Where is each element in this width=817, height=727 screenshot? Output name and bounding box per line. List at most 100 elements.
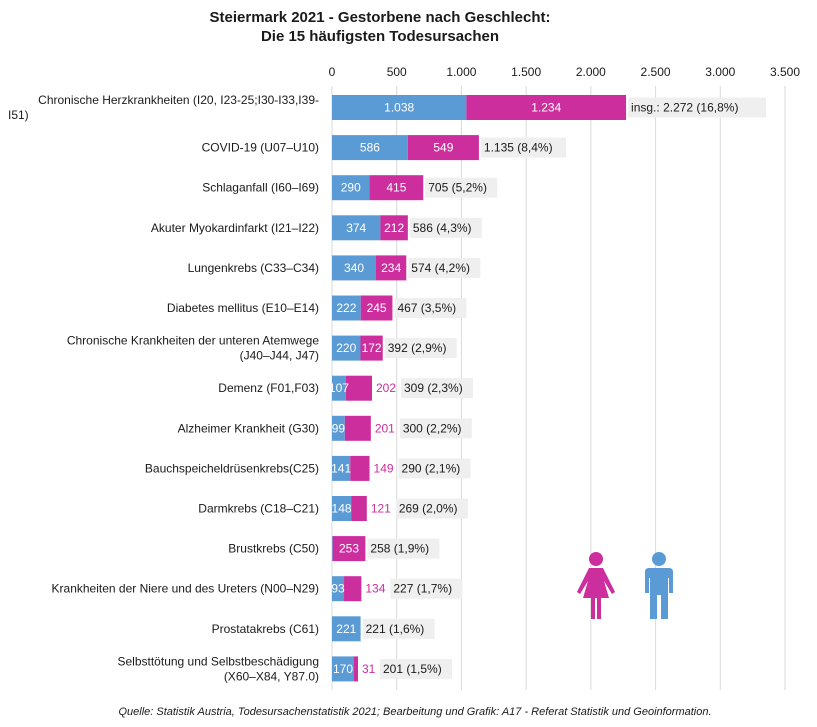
bar-female <box>351 496 367 521</box>
bar-male <box>332 536 333 562</box>
male-value-label: 586 <box>360 141 380 155</box>
bar-female <box>360 335 383 361</box>
female-value-label: 253 <box>339 542 359 556</box>
female-value-label: 245 <box>367 301 387 315</box>
bar-female <box>466 95 627 120</box>
bar-male <box>332 135 408 161</box>
female-value-label: 202 <box>376 381 396 395</box>
total-value-label: 201 (1,5%) <box>383 662 442 676</box>
total-label-box <box>400 378 473 399</box>
total-value-label: 258 (1,9%) <box>370 542 429 556</box>
category-label: (J40–J44, J47) <box>240 349 319 363</box>
female-value-label: 1.234 <box>531 101 561 115</box>
total-value-label: 1.135 (8,4%) <box>484 141 553 155</box>
male-value-label: 107 <box>329 381 349 395</box>
category-label: Chronische Krankheiten der unteren Atemw… <box>67 334 319 348</box>
bars-layer: 1.038 1.234 insg.: 2.272 (16,8%) 586 549 1.13… <box>329 95 767 682</box>
female-value-label: 31 <box>362 662 376 676</box>
male-value-label: 99 <box>332 421 346 435</box>
category-label: Brustkrebs (C50) <box>228 542 319 556</box>
bar-male <box>332 576 345 602</box>
male-value-label: 1.038 <box>384 101 414 115</box>
category-label: Krankheiten der Niere und des Ureters (N… <box>52 582 319 596</box>
category-label: Alzheimer Krankheit (G30) <box>178 421 319 435</box>
bar-male <box>332 375 346 401</box>
x-tick-label: 500 <box>387 65 407 79</box>
bar-female <box>376 255 407 281</box>
total-label-box <box>362 618 435 639</box>
total-value-label: 574 (4,2%) <box>411 261 470 275</box>
legend-icons <box>577 552 673 619</box>
bar-male <box>332 175 370 201</box>
bar-male <box>332 455 351 481</box>
bar-male <box>332 255 377 281</box>
total-label-box <box>390 578 463 599</box>
total-value-label: 392 (2,9%) <box>388 341 447 355</box>
x-tick-label: 1.000 <box>446 65 476 79</box>
total-label-box <box>628 97 767 118</box>
category-label: Lungenkrebs (C33–C34) <box>188 261 319 275</box>
total-value-label: 705 (5,2%) <box>428 181 487 195</box>
bar-female <box>350 455 370 481</box>
category-labels: Chronische Herzkrankheiten (I20, I23-25;… <box>8 93 319 683</box>
total-value-label: 269 (2,0%) <box>399 502 458 516</box>
category-label: Bauchspeicheldrüsenkrebs(C25) <box>145 461 319 475</box>
total-value-label: 467 (3,5%) <box>397 301 456 315</box>
female-value-label: 121 <box>371 502 391 516</box>
source-note: Quelle: Statistik Austria, Todesursachen… <box>118 706 712 718</box>
total-label-box <box>384 338 457 359</box>
total-label-box <box>367 538 440 559</box>
bar-male <box>332 415 345 441</box>
female-value-label: 172 <box>362 341 382 355</box>
total-label-box <box>408 257 481 278</box>
total-value-label: 227 (1,7%) <box>393 582 452 596</box>
bar-female <box>380 215 408 241</box>
category-label: Selbsttötung und Selbstbeschädigung <box>118 654 320 668</box>
category-label: Demenz (F01,F03) <box>218 381 319 395</box>
total-value-label: 586 (4,3%) <box>413 221 472 235</box>
bar-male <box>332 496 352 521</box>
female-value-label: 234 <box>381 261 401 275</box>
bar-female <box>344 576 362 602</box>
x-tick-label: 1.500 <box>511 65 541 79</box>
male-value-label: 170 <box>333 662 353 676</box>
x-tick-label: 2.000 <box>576 65 606 79</box>
category-label: Chronische Herzkrankheiten (I20, I23-25;… <box>38 93 319 107</box>
x-tick-label: 3.000 <box>705 65 735 79</box>
bar-male <box>332 656 355 682</box>
bar-male <box>332 295 361 321</box>
total-value-label: 300 (2,2%) <box>403 421 462 435</box>
bar-female <box>354 656 359 682</box>
total-label-box <box>425 177 498 198</box>
total-label-box <box>394 298 467 318</box>
category-label: COVID-19 (U07–U10) <box>202 141 319 155</box>
total-label-box <box>395 498 468 519</box>
x-tick-label: 3.500 <box>770 65 800 79</box>
bar-male <box>332 95 467 120</box>
female-value-label: 415 <box>386 181 406 195</box>
female-value-label: 134 <box>365 582 385 596</box>
bar-female <box>407 135 479 161</box>
total-value-label: insg.: 2.272 (16,8%) <box>631 101 738 115</box>
bar-female <box>332 536 366 562</box>
total-value-label: 221 (1,6%) <box>366 622 425 636</box>
total-label-box <box>399 418 472 439</box>
male-value-label: 340 <box>344 261 364 275</box>
bar-female <box>360 295 393 321</box>
male-figure-icon <box>645 552 673 619</box>
male-value-label: 221 <box>336 622 356 636</box>
male-value-label: 374 <box>346 221 366 235</box>
chart-subtitle: Die 15 häufigsten Todesursachen <box>260 28 500 45</box>
male-value-label: 222 <box>336 301 356 315</box>
category-label: Darmkrebs (C18–C21) <box>198 502 319 516</box>
bar-female <box>369 175 424 201</box>
total-value-label: 309 (2,3%) <box>404 381 463 395</box>
total-label-box <box>398 458 471 479</box>
category-label: Akuter Myokardinfarkt (I21–I22) <box>151 221 319 235</box>
chart-title: Steiermark 2021 - Gestorbene nach Geschl… <box>0 8 760 46</box>
male-value-label: 220 <box>336 341 356 355</box>
female-value-label: 212 <box>384 221 404 235</box>
bar-female <box>344 415 371 441</box>
bar-female <box>345 375 372 401</box>
chart-title-line1: Steiermark 2021 - Gestorbene nach Geschl… <box>209 9 551 26</box>
